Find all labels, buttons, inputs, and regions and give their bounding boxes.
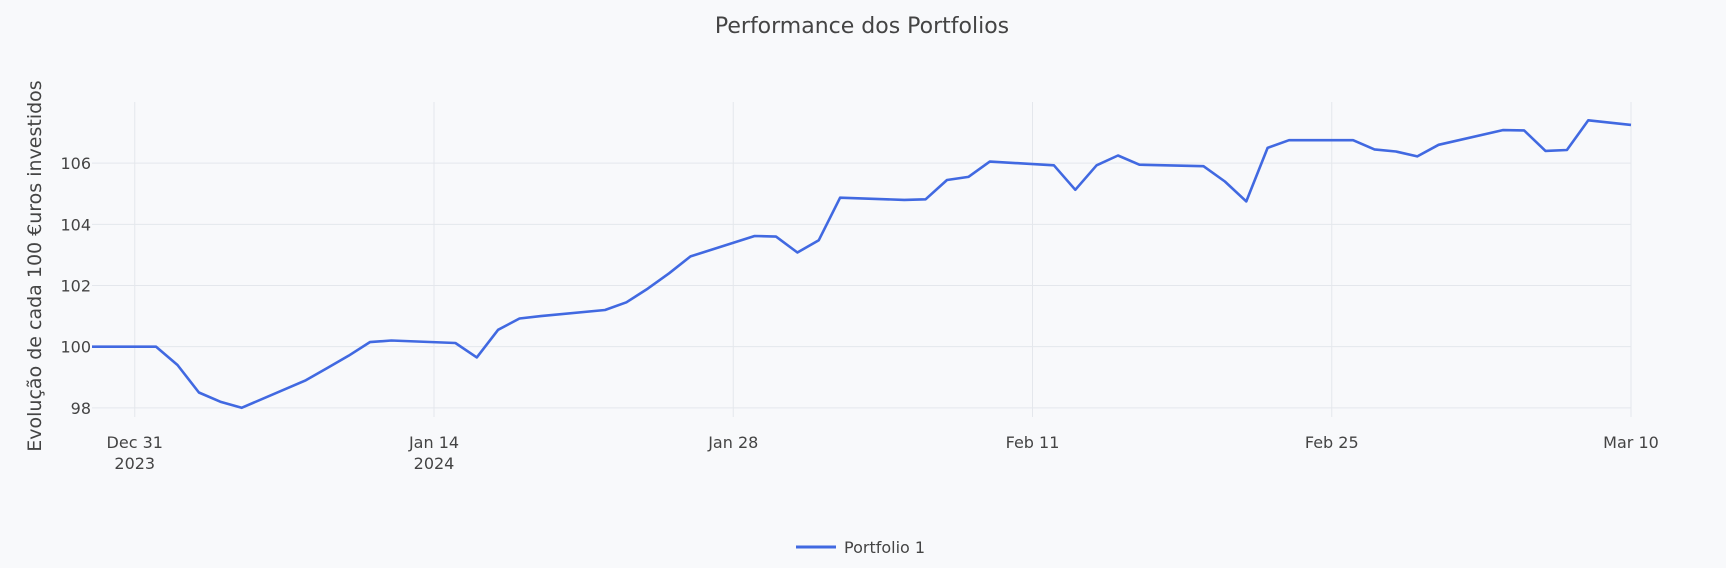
data-point[interactable] bbox=[388, 338, 394, 344]
x-tick-label-year: 2023 bbox=[114, 454, 155, 473]
y-tick-labels: 98 100 102 104 106 bbox=[60, 154, 91, 418]
data-point[interactable] bbox=[1393, 149, 1399, 155]
data-point[interactable] bbox=[1286, 137, 1292, 143]
x-gridlines bbox=[134, 102, 1632, 417]
data-point[interactable] bbox=[538, 313, 544, 319]
data-point[interactable] bbox=[153, 344, 159, 350]
data-point[interactable] bbox=[837, 195, 843, 201]
data-point[interactable] bbox=[1072, 187, 1078, 193]
data-point[interactable] bbox=[752, 233, 758, 239]
data-point[interactable] bbox=[1350, 137, 1356, 143]
data-point[interactable] bbox=[1051, 162, 1057, 168]
data-point[interactable] bbox=[452, 340, 458, 346]
x-tick-label: Feb 25 bbox=[1305, 433, 1359, 452]
y-tick-label: 102 bbox=[60, 276, 91, 295]
data-point[interactable] bbox=[175, 362, 181, 368]
data-point[interactable] bbox=[1628, 122, 1634, 128]
data-point[interactable] bbox=[1500, 127, 1506, 133]
data-point[interactable] bbox=[1543, 148, 1549, 154]
data-point[interactable] bbox=[645, 286, 651, 292]
data-point[interactable] bbox=[474, 354, 480, 360]
data-point[interactable] bbox=[965, 174, 971, 180]
data-point[interactable] bbox=[196, 390, 202, 396]
series-layer bbox=[92, 117, 1634, 411]
data-point[interactable] bbox=[1436, 142, 1442, 148]
data-point[interactable] bbox=[239, 405, 245, 411]
data-point[interactable] bbox=[1372, 146, 1378, 152]
x-tick-label: Jan 14 bbox=[408, 433, 459, 452]
data-point[interactable] bbox=[1222, 179, 1228, 185]
y-tick-label: 104 bbox=[60, 215, 91, 234]
data-point[interactable] bbox=[688, 253, 694, 259]
data-point[interactable] bbox=[303, 377, 309, 383]
data-point[interactable] bbox=[1521, 127, 1527, 133]
data-point[interactable] bbox=[1414, 153, 1420, 159]
data-point[interactable] bbox=[923, 196, 929, 202]
data-point[interactable] bbox=[1585, 117, 1591, 123]
data-point[interactable] bbox=[346, 353, 352, 359]
x-tick-label: Mar 10 bbox=[1603, 433, 1659, 452]
y-axis-title: Evolução de cada 100 €uros investidos bbox=[24, 80, 46, 451]
data-point[interactable] bbox=[794, 249, 800, 255]
data-point[interactable] bbox=[1564, 147, 1570, 153]
series-line-portfolio-1[interactable] bbox=[92, 119, 1632, 410]
x-tick-label: Dec 31 bbox=[107, 433, 163, 452]
data-point[interactable] bbox=[1094, 162, 1100, 168]
data-point[interactable] bbox=[666, 270, 672, 276]
x-tick-label-year: 2024 bbox=[414, 454, 455, 473]
data-point[interactable] bbox=[1136, 162, 1142, 168]
data-point[interactable] bbox=[944, 177, 950, 183]
data-point[interactable] bbox=[517, 316, 523, 322]
data-point[interactable] bbox=[987, 159, 993, 165]
data-point[interactable] bbox=[217, 399, 223, 405]
x-tick-labels: Dec 31 2023 Jan 14 2024 Jan 28 Feb 11 Feb 25 Ma… bbox=[107, 433, 1659, 473]
data-point[interactable] bbox=[324, 365, 330, 371]
data-point[interactable] bbox=[1201, 163, 1207, 169]
y-tick-label: 106 bbox=[60, 154, 91, 173]
data-point[interactable] bbox=[1243, 198, 1249, 204]
data-point[interactable] bbox=[623, 299, 629, 305]
data-point[interactable] bbox=[602, 307, 608, 313]
x-tick-label: Feb 11 bbox=[1006, 433, 1060, 452]
data-point[interactable] bbox=[1115, 153, 1121, 159]
legend[interactable]: Portfolio 1 bbox=[796, 538, 925, 557]
data-point[interactable] bbox=[495, 327, 501, 333]
x-tick-label: Jan 28 bbox=[707, 433, 758, 452]
data-point[interactable] bbox=[1265, 145, 1271, 151]
data-point[interactable] bbox=[367, 339, 373, 345]
data-point[interactable] bbox=[901, 197, 907, 203]
y-gridlines bbox=[92, 162, 1631, 409]
y-tick-label: 100 bbox=[60, 338, 91, 357]
chart-title: Performance dos Portfolios bbox=[715, 14, 1009, 39]
data-point[interactable] bbox=[816, 237, 822, 243]
y-tick-label: 98 bbox=[71, 399, 91, 418]
data-point[interactable] bbox=[773, 234, 779, 240]
legend-label[interactable]: Portfolio 1 bbox=[844, 538, 925, 557]
